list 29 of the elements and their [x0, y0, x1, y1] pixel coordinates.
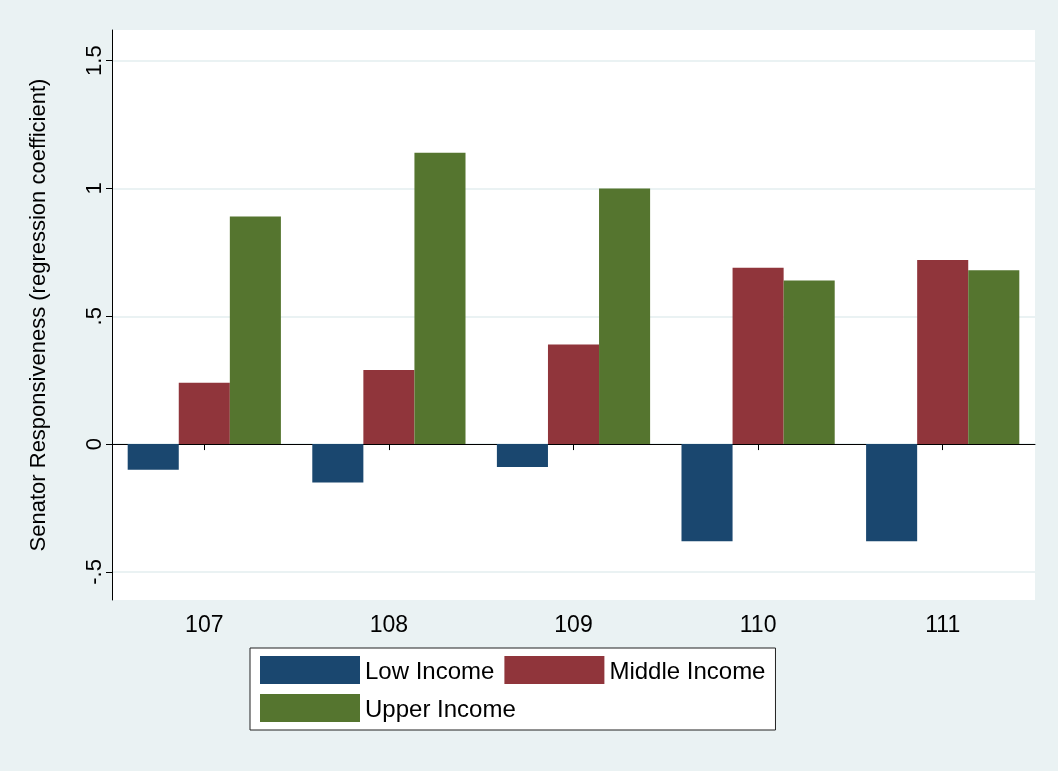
bar [681, 444, 733, 542]
bar [127, 444, 179, 470]
y-tick-label: 1 [80, 182, 106, 195]
x-tick-label: 108 [369, 610, 409, 637]
bar [363, 369, 415, 445]
y-tick-label: 0 [80, 437, 106, 451]
bar [599, 188, 651, 445]
y-tick-label: -.5 [80, 559, 106, 585]
legend-label: Middle Income [609, 656, 766, 684]
bar [496, 444, 548, 468]
x-tick-label: 109 [554, 610, 593, 637]
bar [968, 270, 1020, 445]
bar [866, 444, 918, 542]
bar [547, 344, 600, 445]
y-axis-title: Senator Responsiveness (regression coefficient) [24, 78, 50, 552]
bar [414, 152, 466, 445]
bar [732, 267, 784, 445]
y-tick-label: .5 [80, 307, 106, 326]
legend-label: Low Income [365, 656, 495, 684]
bar [229, 216, 281, 445]
x-tick-label: 110 [739, 610, 777, 637]
bar [178, 382, 230, 445]
x-tick-label: 107 [185, 610, 224, 637]
bar [783, 280, 835, 445]
x-tick-label: 111 [925, 610, 961, 637]
bar [917, 260, 969, 445]
y-tick-label: 1.5 [80, 45, 106, 76]
bar [312, 444, 364, 483]
legend-label: Upper Income [365, 694, 516, 722]
